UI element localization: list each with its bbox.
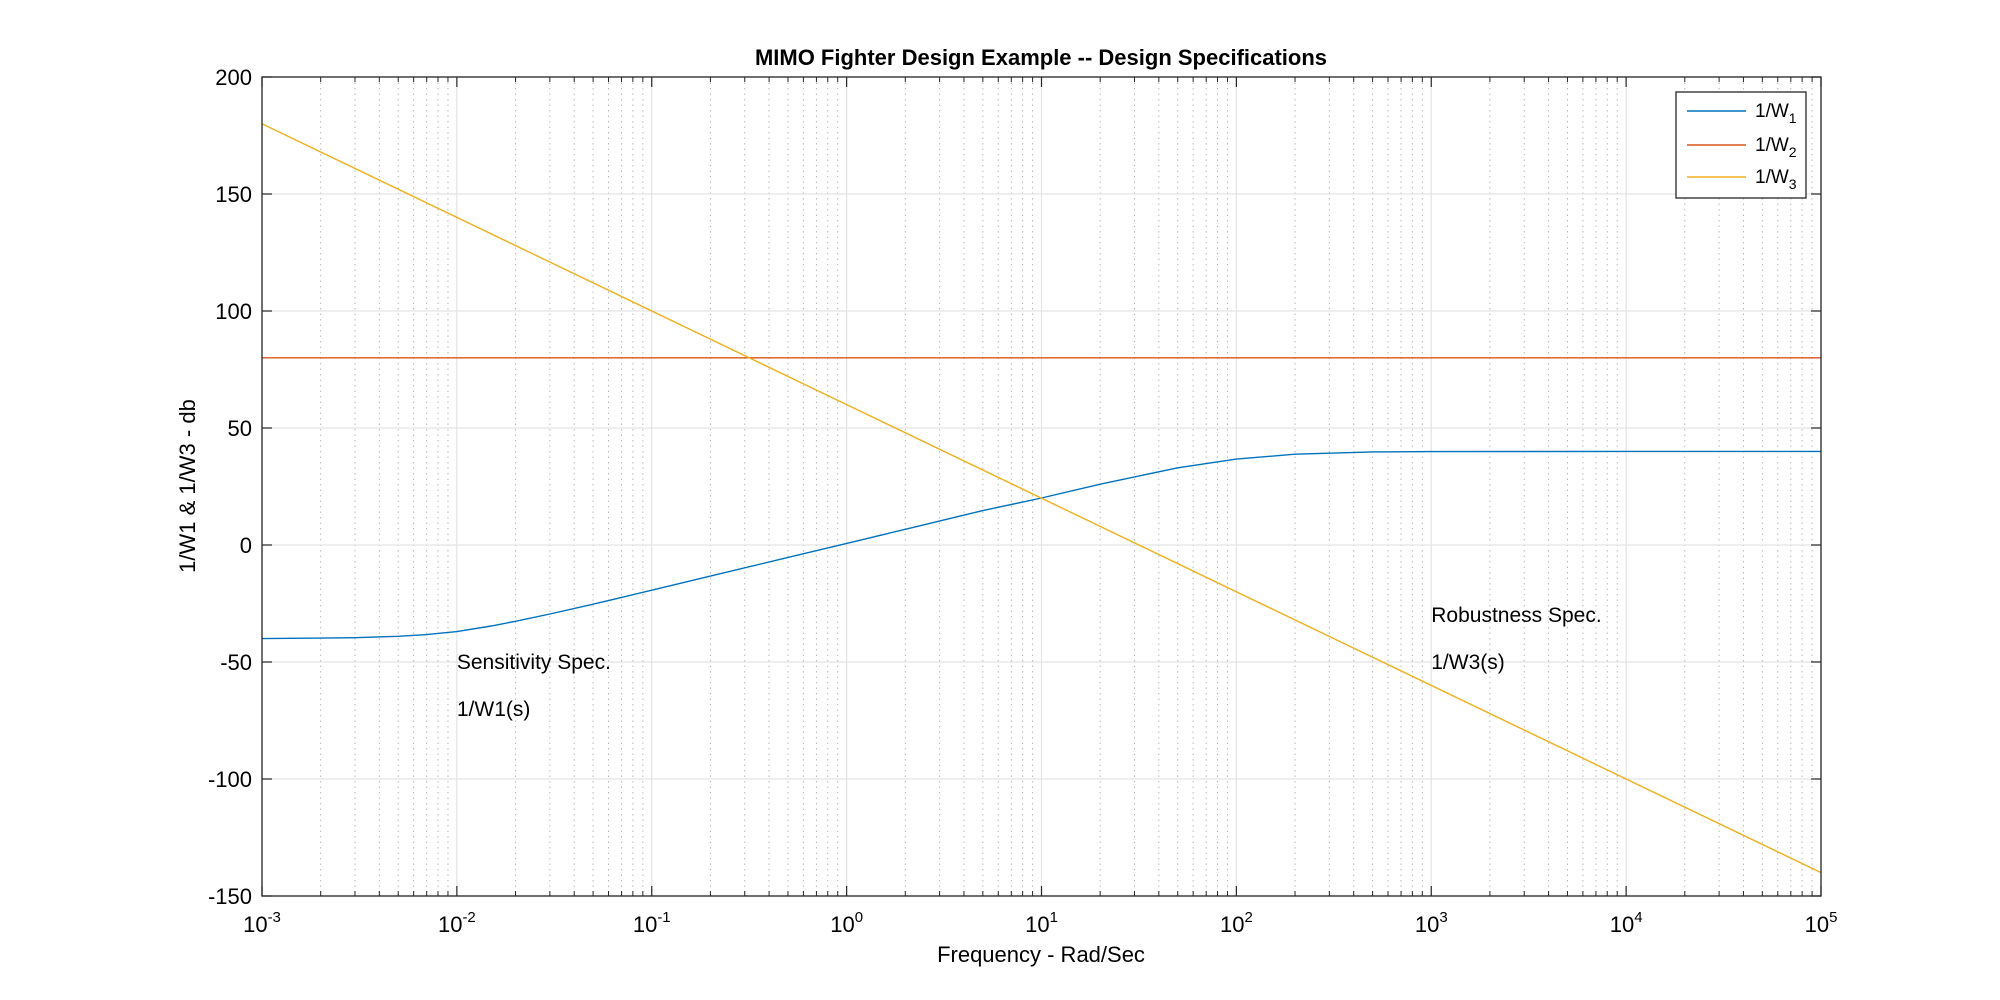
grid [261,76,1822,897]
x-tick-label: 101 [1025,909,1058,937]
x-tick-label: 10-1 [633,909,671,937]
y-tick-label: -50 [220,650,252,675]
y-tick-label: 100 [215,299,252,324]
series-line-1 [261,450,1821,640]
axis-ticks [261,76,1822,897]
x-tick-label: 105 [1805,909,1838,937]
annotation-text: Robustness Spec. [1431,604,1601,627]
x-tick-label: 104 [1610,909,1643,937]
x-tick-label: 100 [830,909,863,937]
y-tick-label: 150 [215,182,252,207]
y-tick-label: -100 [208,767,252,792]
series-lines [261,123,1822,874]
annotation-text: 1/W3(s) [1431,651,1505,674]
legend-label-2: 1/W2 [1755,135,1797,160]
y-tick-labels: 200 150 100 50 0 -50 -100 -150 [208,65,252,909]
series-line-3 [261,123,1822,874]
y-tick-label: 50 [228,416,252,441]
legend: 1/W1 1/W2 1/W3 [1675,91,1807,199]
legend-label-1: 1/W1 [1755,101,1797,126]
y-tick-label: 200 [215,65,252,90]
annotations: Sensitivity Spec. 1/W1(s) Robustness Spec.… [457,604,1602,721]
x-tick-labels: 10-3 10-2 10-1 100 101 102 103 104 105 [243,909,1837,937]
y-tick-label: -150 [208,884,252,909]
x-tick-label: 10-2 [438,909,476,937]
chart-title: MIMO Fighter Design Example -- Design Sp… [755,45,1327,70]
x-tick-label: 103 [1415,909,1448,937]
annotation-text: 1/W1(s) [457,698,531,721]
y-axis-label: 1/W1 & 1/W3 - db [175,399,200,573]
x-tick-label: 102 [1220,909,1253,937]
x-tick-label: 10-3 [243,909,281,937]
x-axis-label: Frequency - Rad/Sec [937,942,1145,967]
legend-label-3: 1/W3 [1755,167,1797,192]
annotation-text: Sensitivity Spec. [457,651,611,674]
y-tick-label: 0 [240,533,252,558]
